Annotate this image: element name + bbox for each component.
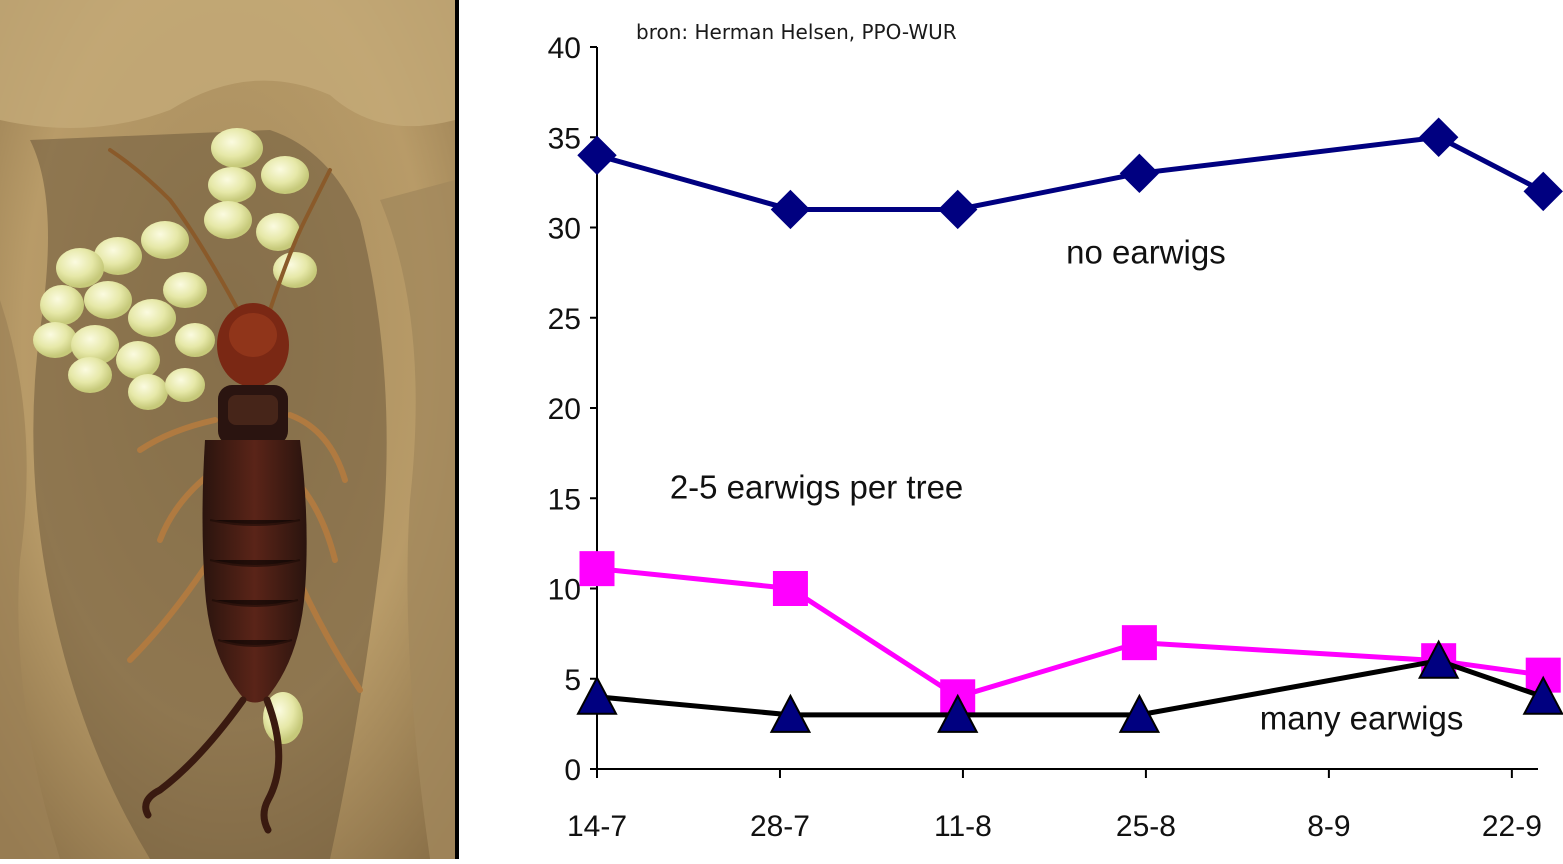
data-point-triangle (769, 693, 812, 733)
y-tick-label: 15 (548, 483, 581, 516)
y-tick-label: 5 (564, 664, 581, 697)
data-point-diamond (938, 189, 978, 230)
y-tick-label: 40 (548, 32, 581, 65)
data-point-diamond (1418, 117, 1459, 157)
series-line-no_earwigs (596, 134, 1545, 212)
data-point-triangle (576, 675, 618, 715)
data-point-diamond (770, 189, 811, 230)
y-tick-label: 25 (548, 303, 581, 336)
y-tick-label: 35 (548, 122, 581, 155)
x-tick-label: 22-9 (1482, 810, 1542, 843)
data-point-diamond (577, 135, 617, 176)
x-tick-label: 25-8 (1116, 810, 1176, 843)
labels-layer: 0 5 10 15 20 25 30 35 40 14-7 28-7 11-8 25-8 8-9 22-9%… (486, 32, 1542, 843)
data-point-triangle (1118, 693, 1161, 733)
x-tick-label: 8-9 (1307, 810, 1350, 843)
series-annotation: many earwigs (1260, 699, 1464, 736)
series-line-two_to_five (596, 566, 1544, 700)
data-point-diamond (1119, 153, 1160, 194)
earwig-photo-illustration (0, 0, 455, 859)
data-point-triangle (937, 693, 979, 733)
x-tick-label: 11-8 (934, 810, 992, 843)
y-tick-label: 10 (548, 574, 581, 607)
y-tick-label: 0 (564, 754, 581, 787)
photo-divider (455, 0, 459, 859)
data-point-triangle (1418, 639, 1460, 679)
data-point-square (772, 571, 808, 606)
data-point-square (579, 551, 615, 587)
series-line-many_earwigs (596, 658, 1545, 718)
x-tick-label: 14-7 (567, 810, 627, 843)
y-axis-label: % Shoots with woolly aphid (486, 211, 519, 575)
data-point-diamond (1523, 171, 1563, 212)
x-tick-label: 28-7 (750, 810, 810, 843)
earwig-photo (0, 0, 455, 859)
y-tick-label: 30 (548, 213, 581, 246)
series-layer (576, 117, 1563, 733)
data-point-square (1121, 625, 1157, 661)
series-annotation: no earwigs (1066, 234, 1226, 271)
y-tick-label: 20 (548, 393, 581, 426)
data-point-triangle (1522, 675, 1563, 715)
source-note: bron: Herman Helsen, PPO-WUR (636, 20, 957, 44)
series-annotation: 2-5 earwigs per tree (670, 468, 963, 505)
